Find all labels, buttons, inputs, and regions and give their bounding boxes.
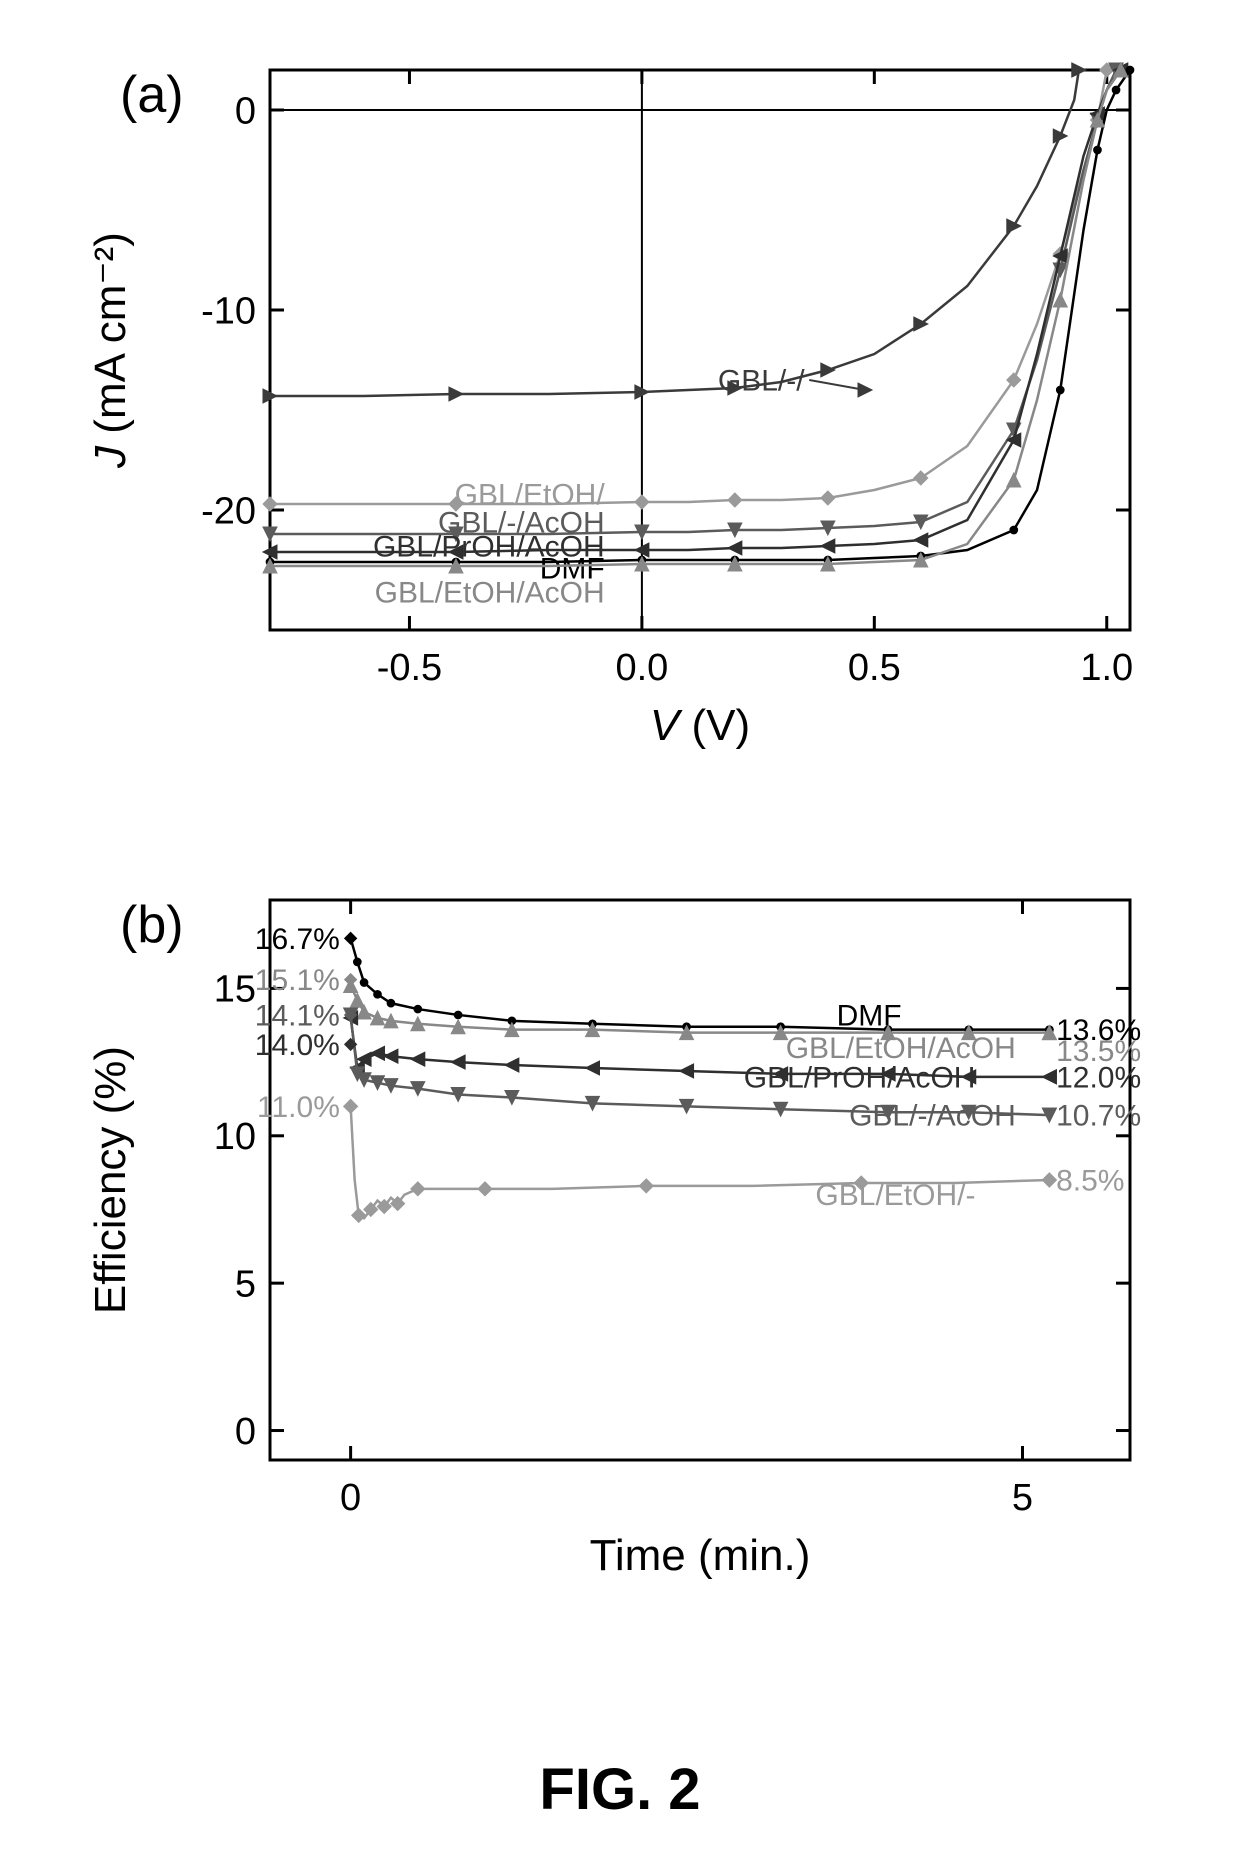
svg-text:10.7%: 10.7% bbox=[1056, 1100, 1141, 1133]
svg-text:GBL/EtOH/-: GBL/EtOH/- bbox=[815, 1179, 975, 1212]
svg-text:Efficiency (%): Efficiency (%) bbox=[86, 1046, 135, 1314]
svg-text:GBL/PrOH/AcOH: GBL/PrOH/AcOH bbox=[744, 1061, 976, 1094]
svg-text:DMF: DMF bbox=[837, 999, 902, 1032]
svg-text:0.5: 0.5 bbox=[848, 647, 901, 689]
svg-text:GBL/-/: GBL/-/ bbox=[718, 365, 805, 398]
svg-text:16.7%: 16.7% bbox=[255, 923, 340, 956]
svg-text:Time (min.): Time (min.) bbox=[590, 1531, 811, 1580]
svg-text:10: 10 bbox=[214, 1116, 256, 1158]
svg-text:-0.5: -0.5 bbox=[377, 647, 442, 689]
svg-text:(a): (a) bbox=[120, 66, 184, 124]
svg-text:8.5%: 8.5% bbox=[1056, 1165, 1124, 1198]
svg-text:GBL/EtOH/AcOH: GBL/EtOH/AcOH bbox=[375, 577, 605, 610]
svg-text:15: 15 bbox=[214, 969, 256, 1011]
svg-text:0: 0 bbox=[340, 1477, 361, 1519]
svg-text:11.0%: 11.0% bbox=[257, 1091, 340, 1124]
panel-b: 0 5 0 5 10 15 Time (min.) Efficiency (%) (b) 16.7… bbox=[70, 860, 1170, 1610]
svg-text:J (mA cm⁻²): J (mA cm⁻²) bbox=[86, 232, 135, 469]
svg-text:5: 5 bbox=[1012, 1477, 1033, 1519]
svg-text:14.1%: 14.1% bbox=[255, 999, 340, 1032]
svg-text:V (V): V (V) bbox=[650, 701, 750, 750]
svg-text:GBL/-/AcOH: GBL/-/AcOH bbox=[849, 1100, 1016, 1133]
panel-a: -0.5 0.0 0.5 1.0 -20 -10 0 V (V) J (mA cm⁻²) GBL/… bbox=[70, 30, 1170, 780]
svg-text:1.0: 1.0 bbox=[1080, 647, 1133, 689]
svg-text:12.0%: 12.0% bbox=[1056, 1061, 1141, 1094]
svg-text:5: 5 bbox=[235, 1263, 256, 1305]
figure-page: { "figure_title": "FIG. 2", "panelA": { … bbox=[0, 0, 1240, 1853]
svg-text:-20: -20 bbox=[201, 490, 256, 532]
svg-text:(b): (b) bbox=[120, 896, 184, 954]
figure-title: FIG. 2 bbox=[0, 1756, 1240, 1823]
svg-text:0.0: 0.0 bbox=[615, 647, 668, 689]
svg-text:14.0%: 14.0% bbox=[255, 1029, 340, 1062]
svg-text:-10: -10 bbox=[201, 290, 256, 332]
svg-text:0: 0 bbox=[235, 90, 256, 132]
svg-text:15.1%: 15.1% bbox=[255, 964, 340, 997]
svg-text:GBL/EtOH/AcOH: GBL/EtOH/AcOH bbox=[786, 1032, 1016, 1065]
svg-text:0: 0 bbox=[235, 1411, 256, 1453]
